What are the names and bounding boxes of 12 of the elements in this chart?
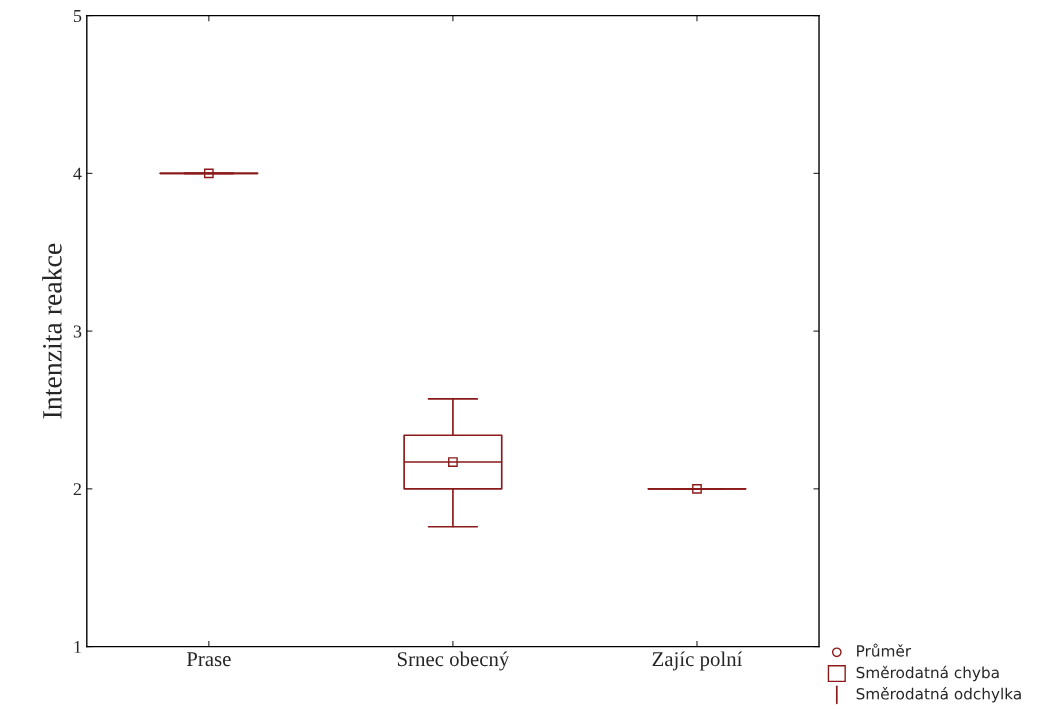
y-tick-label: 4 [73,167,82,180]
text: Průměr [857,643,912,657]
x-tick-label: Prase [186,652,231,667]
y-axis-title: Intenzita reakce [42,243,62,419]
text: Směrodatná odchylka [856,687,1021,703]
y-tick-label: 1 [74,640,81,653]
x-tick-label: Srnec obecný [397,651,510,671]
y-tick-label: 2 [73,483,81,496]
y-tick-label: 5 [73,10,82,23]
text: Směrodatná chyba [856,665,999,682]
y-tick-label: 3 [73,325,82,338]
x-tick-label: Zajíc polní [652,651,743,671]
